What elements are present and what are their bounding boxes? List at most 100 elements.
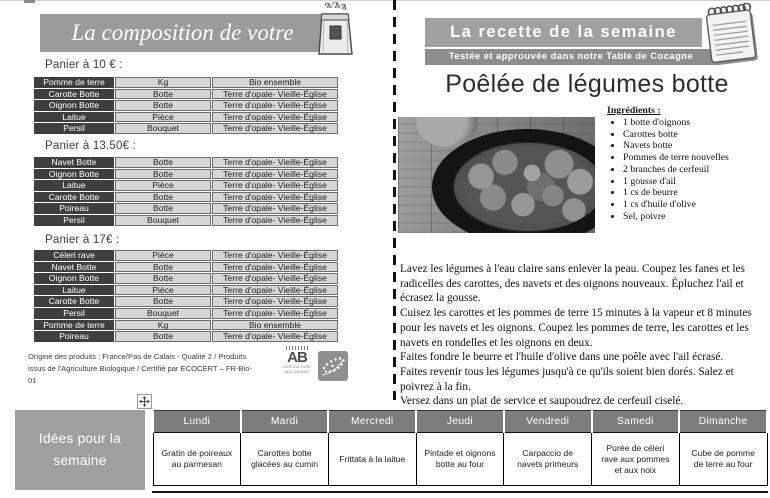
basket-10-label: Panier à 10 € : [45,59,123,71]
basket-cell: Bouquet [115,123,211,134]
basket-cell: Botte [115,100,211,111]
basket-row: Navet Botte Botte Terre d'opale- Vieille-É… [34,261,338,273]
week-ideas-table: Lundi Mardi Mercredi Jeudi Vendredi Samedi Dim… [152,410,768,486]
origin-text: Origine des produits : France/Pas de Cal… [28,352,253,385]
basket-cell: Terre d'opale- Vieille-Église [212,273,338,284]
basket-row: Laitue Pièce Terre d'opale- Vieille-Église [34,111,338,123]
basket-cell: Poireau [34,203,114,214]
instruction-paragraph: Faites fondre le beurre et l'huile d'oli… [400,351,724,364]
composition-header-title: La composition de votre [71,20,294,45]
instruction-paragraph: Lavez les légumes à l'eau claire sans en… [400,263,745,305]
meal-idea-cell: Carottes botte glacées au cumin [240,432,329,486]
meal-idea-cell: Frittata à la laitue [327,432,417,486]
ab-organic-logo: AB AGRICULTURE BIOLOGIQUE [281,346,313,385]
basket-cell: Bouquet [115,307,211,319]
basket-17-label: Panier à 17€ : [45,234,120,246]
basket-cell: Pomme de terre [34,77,114,88]
basket-cell: Terre d'opale- Vieille-Église [212,261,338,273]
basket-cell: Botte [115,88,211,100]
basket-cell: Carotte Botte [34,296,114,307]
composition-header-banner: La composition de votre [40,14,345,52]
basket-cell: Pièce [115,284,211,296]
basket-cell: Botte [115,157,211,168]
basket-cell: Botte [115,331,211,342]
basket-cell: Terre d'opale- Vieille-Église [212,307,338,319]
page-fold-dashed-divider [393,0,396,400]
ingredient-item: 1 cs d'huile d'olive [623,199,769,211]
basket-cell: Pièce [115,250,211,261]
basket-cell: Pomme de terre [34,319,114,331]
basket-cell: Oignon Botte [34,168,114,180]
ingredient-item: 1 botte d'oignons [623,117,769,129]
basket-row: Pomme de terre Kg Bio ensemble [34,319,338,331]
basket-row: Laitue Pièce Terre d'opale- Vieille-Église [34,284,338,296]
meal-idea-cell: Carpaccio de navets primeurs [503,432,593,486]
basket-cell: Navet Botte [34,261,114,273]
ingredient-item: Carottes botte [623,129,769,141]
basket-cell: Terre d'opale- Vieille-Église [212,296,338,307]
eu-organic-leaf-logo [318,351,348,381]
basket-cell: Persil [34,214,114,226]
basket-row: Carotte Botte Botte Terre d'opale- Vieille… [34,88,338,100]
basket-cell: Kg [115,319,211,331]
basket-row: Oignon Botte Botte Terre d'opale- Vieille-… [34,168,338,180]
basket-cell: Terre d'opale- Vieille-Église [212,191,338,203]
basket-cell: Botte [115,168,211,180]
basket-13-label: Panier à 13.50€ : [45,140,136,152]
basket-cell: Terre d'opale- Vieille-Église [212,111,338,123]
basket-row: Poireau Botte Terre d'opale- Vieille-Églis… [34,203,338,214]
day-header-cell: Samedi [590,410,681,433]
basket-cell: Navet Botte [34,157,114,168]
basket-17-table: Céleri rave Pièce Terre d'opale- Vieille-É… [33,249,339,343]
instruction-paragraph: Versez dans un plat de service et saupou… [400,395,684,408]
ingredient-item: 2 branches de cerfeuil [623,164,769,176]
basket-cell: Terre d'opale- Vieille-Église [212,157,338,168]
notepad-icon [697,2,769,74]
basket-cell: Laitue [34,284,114,296]
meal-idea-cell: Purée de céleri rave aux pommes et aux n… [591,432,680,486]
ab-logo-sub2: BIOLOGIQUE [284,369,310,374]
recipe-instructions: Lavez les légumes à l'eau claire sans en… [400,262,769,409]
top-hairline [0,0,770,1]
basket-cell: Bio ensemble [212,319,338,331]
photo-vegetables [454,143,595,231]
recipe-banner: La recette de la semaine [425,18,702,47]
ingredient-item: Sel, poivre [623,211,769,223]
instruction-paragraph: Faites revenir tous les légumes jusqu'à … [400,365,734,393]
basket-cell: Bouquet [115,214,211,226]
ab-logo-rays [286,346,308,350]
basket-cell: Botte [115,261,211,273]
basket-row: Carotte Botte Botte Terre d'opale- Vieille… [34,191,338,203]
top-edge-nub [24,0,35,3]
basket-cell: Terre d'opale- Vieille-Église [212,180,338,191]
basket-13-table: Navet Botte Botte Terre d'opale- Vieille-É… [33,156,339,227]
day-header-cell: Vendredi [502,410,593,433]
basket-row: Pomme de terre Kg Bio ensemble [34,77,338,88]
basket-row: Poireau Botte Terre d'opale- Vieille-Églis… [34,331,338,342]
ideas-box: Idées pour la semaine [15,410,145,490]
basket-row: Oignon Botte Botte Terre d'opale- Vieille-… [34,273,338,284]
basket-cell: Pièce [115,111,211,123]
basket-cell: Persil [34,123,114,134]
day-header-cell: Mercredi [327,410,418,433]
basket-cell: Terre d'opale- Vieille-Église [212,250,338,261]
basket-cell: Bio ensemble [212,77,338,88]
day-header-cell: Lundi [152,410,242,433]
basket-cell: Poireau [34,331,114,342]
table-move-handle-icon[interactable] [137,394,152,409]
ingredient-item: Pommes de terre nouvelles [623,152,769,164]
ingredient-item: 1 cs de beurre [623,187,769,199]
basket-cell: Terre d'opale- Vieille-Église [212,168,338,180]
basket-cell: Oignon Botte [34,100,114,111]
ingredients-list: 1 botte d'oignonsCarottes botteNavets bo… [607,117,769,222]
basket-cell: Terre d'opale- Vieille-Église [212,203,338,214]
basket-cell: Terre d'opale- Vieille-Église [212,331,338,342]
ab-logo-sub1: AGRICULTURE [283,365,311,369]
basket-cell: Carotte Botte [34,88,114,100]
basket-row: Carotte Botte Botte Terre d'opale- Vieille… [34,296,338,307]
basket-cell: Kg [115,77,211,88]
basket-cell: Botte [115,203,211,214]
basket-cell: Terre d'opale- Vieille-Église [212,123,338,134]
recipe-sub-banner: Testée et approuvée dans notre Table de … [425,49,717,65]
basket-row: Navet Botte Botte Terre d'opale- Vieille-É… [34,157,338,168]
